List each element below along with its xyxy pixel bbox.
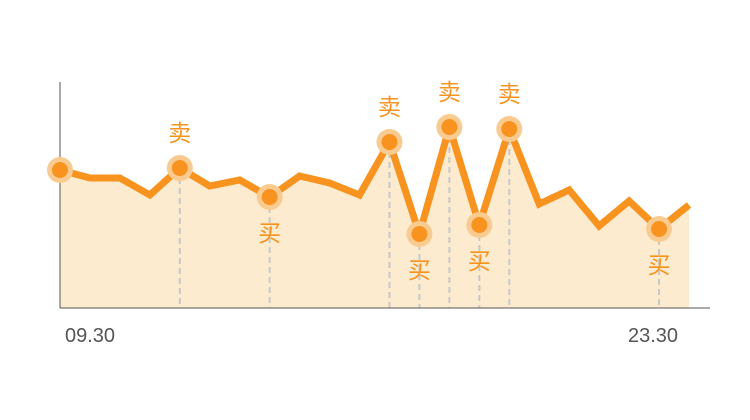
series-line — [59, 114, 692, 247]
sell-label: 卖 — [168, 121, 191, 147]
area-fill-layer — [60, 127, 689, 308]
area-fill — [60, 127, 689, 308]
sell-label: 卖 — [378, 95, 401, 121]
buy-label: 买 — [408, 258, 431, 284]
data-point — [651, 221, 668, 237]
guide-lines-layer — [178, 127, 661, 308]
markers-layer — [47, 114, 673, 247]
data-point — [441, 119, 458, 135]
buy-label: 买 — [468, 249, 491, 275]
sell-label: 卖 — [438, 80, 461, 106]
buy-label: 买 — [648, 253, 671, 279]
series-line-layer — [59, 114, 692, 247]
data-point — [411, 226, 428, 242]
data-point — [501, 121, 518, 137]
x-tick-label-end: 23.30 — [628, 325, 678, 347]
data-point — [52, 162, 68, 178]
data-point — [381, 134, 398, 150]
x-tick-label-start: 09.30 — [65, 325, 115, 347]
buy-label: 买 — [258, 221, 281, 247]
data-point — [171, 160, 188, 176]
signal-labels-layer: 卖买 卖买 卖买 卖买 — [168, 80, 670, 284]
sell-label: 卖 — [498, 82, 521, 108]
data-point — [261, 189, 278, 205]
data-point — [471, 217, 488, 233]
